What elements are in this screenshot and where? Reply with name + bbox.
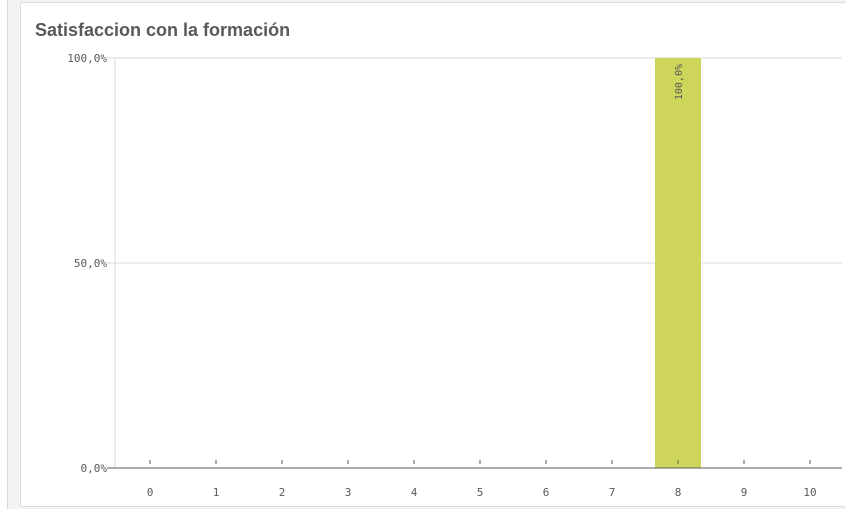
left-panel-edge	[0, 0, 8, 509]
tick-labels: 0,0% 50,0% 100,0% 0 1 2 3 4 5 6 7 100,0% 8 9 10	[67, 52, 816, 499]
y-tick-label: 50,0%	[74, 257, 107, 270]
x-tick-label: 7	[609, 486, 616, 499]
bar	[655, 58, 701, 468]
chart-title: Satisfaccion con la formación	[35, 20, 291, 40]
bars	[655, 58, 701, 468]
x-tick-label: 10	[803, 486, 816, 499]
x-tick-label: 2	[279, 486, 286, 499]
x-tick-label: 1	[213, 486, 220, 499]
x-tick-label: 9	[741, 486, 748, 499]
gridlines	[107, 57, 842, 264]
chart-card[interactable]: Satisfaccion con la formación	[20, 2, 846, 507]
y-tick-label: 100,0%	[67, 52, 107, 65]
x-tick-label: 5	[477, 486, 484, 499]
axes	[107, 58, 842, 469]
x-tick-label: 4	[411, 486, 418, 499]
x-tick-label: 3	[345, 486, 352, 499]
y-tick-label: 0,0%	[81, 462, 108, 475]
x-tick-label: 0	[147, 486, 154, 499]
bar-data-label: 100,0%	[674, 64, 685, 100]
x-tick-label: 8	[675, 486, 682, 499]
x-tick-label: 6	[543, 486, 550, 499]
